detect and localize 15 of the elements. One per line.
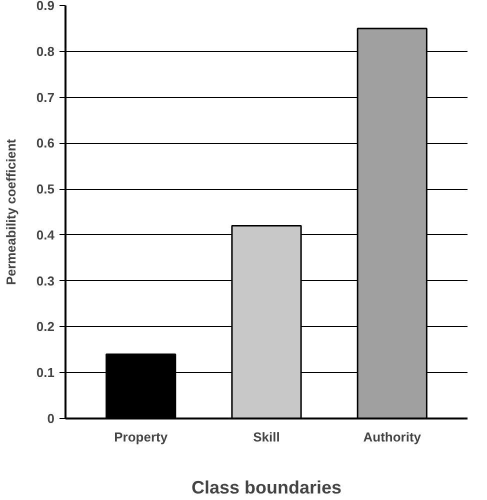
y-tick-label: 0.7 <box>36 90 55 105</box>
y-tick-label: 0.8 <box>36 44 55 59</box>
x-tick-label: Skill <box>253 430 280 444</box>
y-axis-title: Permeability coefficient <box>3 138 18 285</box>
y-tick-label: 0.9 <box>36 0 55 13</box>
y-tick-label: 0.1 <box>36 365 55 380</box>
y-tick-label: 0 <box>47 411 55 426</box>
y-tick-label: 0.5 <box>36 182 55 197</box>
x-tick-label: Property <box>114 430 168 444</box>
x-axis-title: Class boundaries <box>191 478 342 498</box>
x-tick-label: Authority <box>363 430 422 444</box>
y-tick-label: 0.3 <box>36 273 55 288</box>
y-tick-label: 0.6 <box>36 136 55 151</box>
y-tick-label: 0.2 <box>36 319 55 334</box>
y-tick-label: 0.4 <box>36 227 56 242</box>
